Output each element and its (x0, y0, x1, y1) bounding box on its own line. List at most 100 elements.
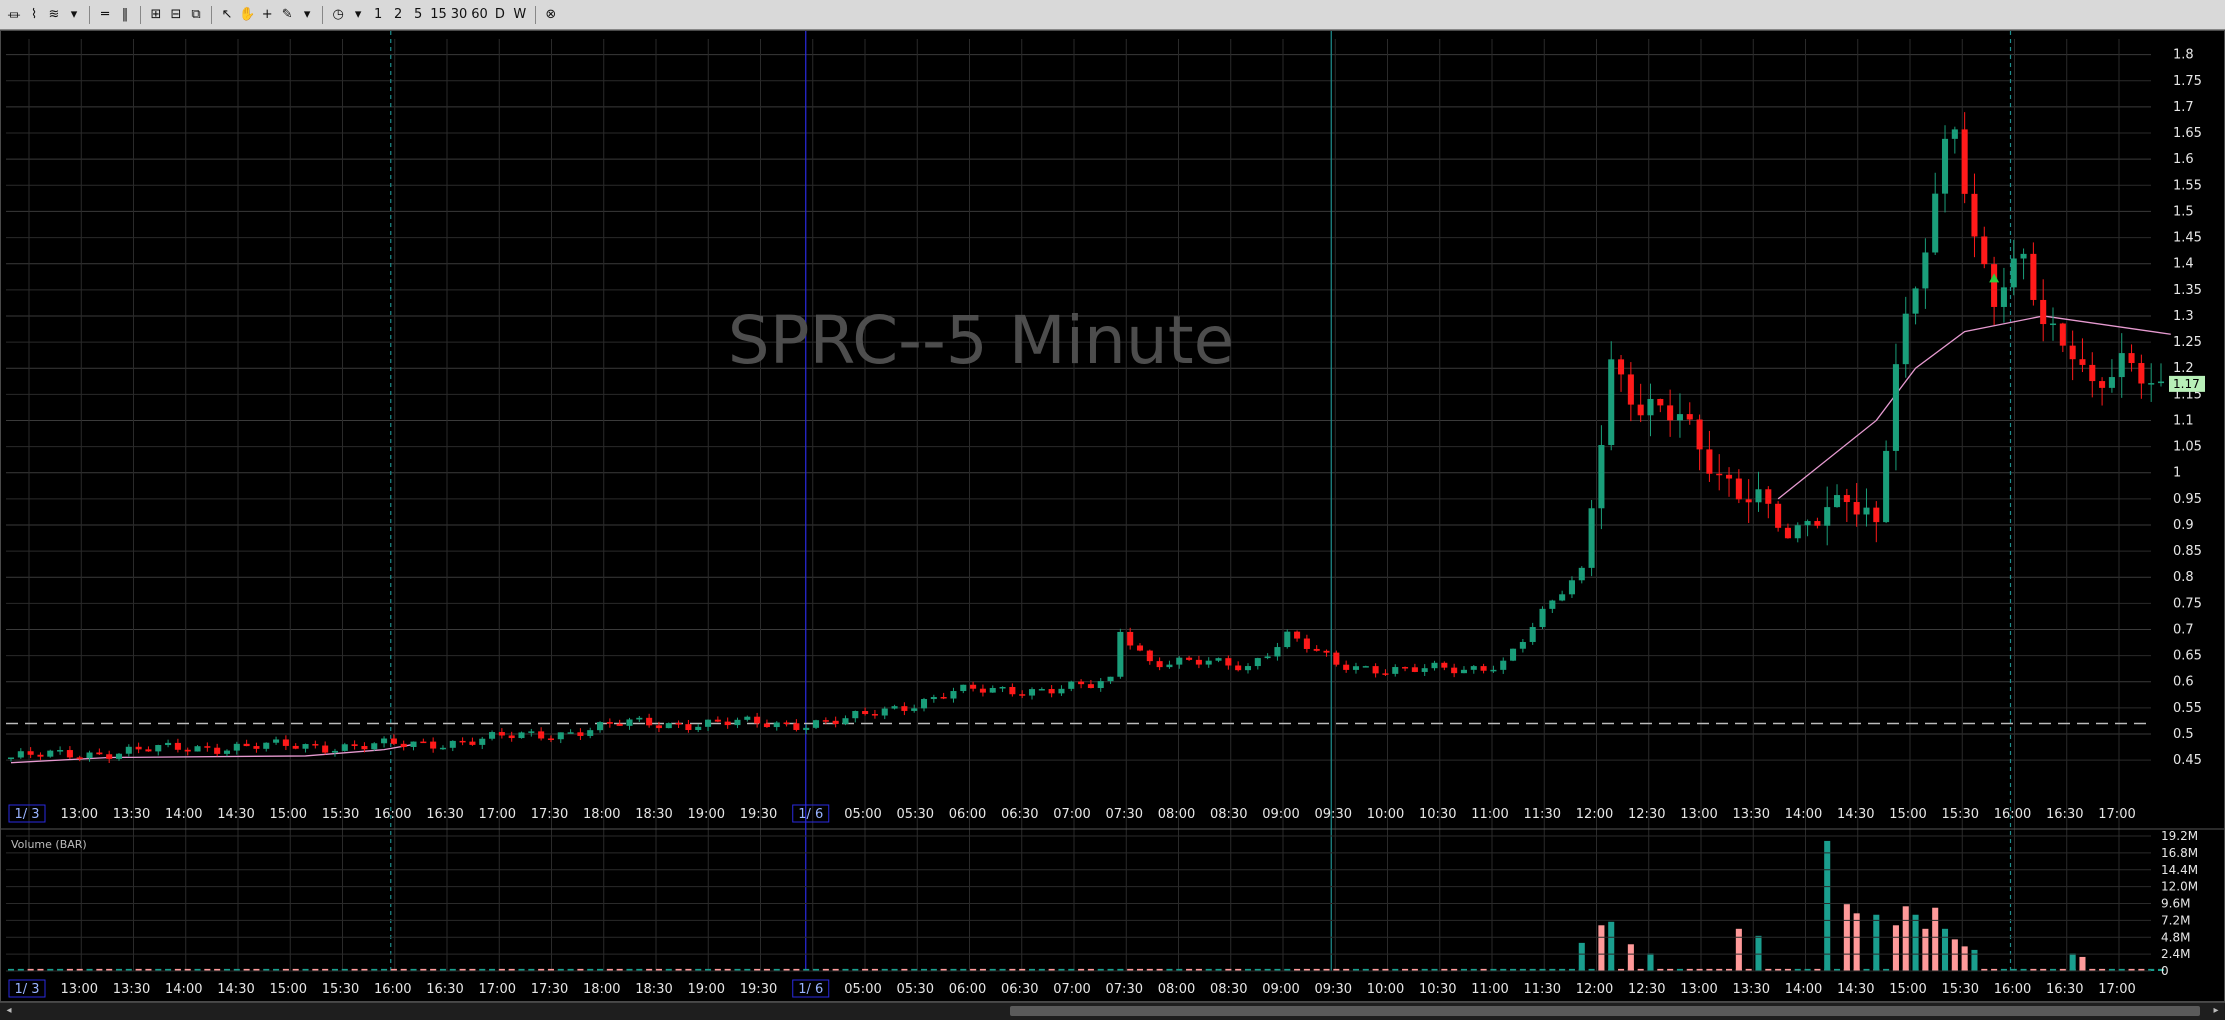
dropdown-arrow-icon[interactable]: ▾ (303, 7, 311, 22)
volume-bar (1991, 968, 1998, 971)
volume-bar (862, 968, 869, 971)
clock-icon[interactable]: ◷ (332, 7, 344, 22)
interval-daily[interactable]: D (494, 7, 505, 22)
volume-bar (1755, 935, 1762, 971)
vertical-lines-icon[interactable]: ‖ (121, 7, 129, 22)
candle (1127, 631, 1134, 646)
candle (950, 691, 957, 699)
volume-bar (2069, 953, 2076, 971)
time-tick-label: 13:00 (61, 807, 98, 822)
candle (979, 688, 986, 693)
candle (1765, 489, 1772, 504)
candle (115, 753, 123, 759)
volume-bar (577, 968, 584, 971)
scroll-thumb[interactable] (1010, 1006, 2200, 1016)
volume-bar (1136, 968, 1144, 971)
volume-bar (1932, 907, 1939, 971)
volume-bar (204, 968, 211, 971)
time-tick-label: 14:30 (217, 807, 254, 822)
candle (1146, 650, 1153, 662)
interval-5[interactable]: 5 (414, 7, 423, 22)
dropdown-arrow-icon[interactable]: ▾ (354, 7, 362, 22)
time-tick-label: 07:30 (1106, 982, 1143, 997)
last-price-label: 1.17 (2173, 377, 2200, 391)
volume-bar (871, 968, 878, 971)
time-tick-label: 17:00 (479, 807, 516, 822)
time-tick-label: 15:30 (322, 807, 359, 822)
draw-tools-icon[interactable]: ⌇ (30, 7, 38, 22)
volume-bar (1824, 840, 1831, 971)
candle (322, 745, 329, 753)
interval-60[interactable]: 60 (471, 7, 488, 22)
candle (1235, 665, 1242, 671)
volume-bar (2040, 968, 2047, 971)
close-circle-icon[interactable]: ⊗ (545, 7, 557, 22)
volume-bar (606, 968, 613, 971)
volume-bar (1470, 968, 1477, 971)
candle (930, 697, 937, 700)
candle (2079, 359, 2086, 365)
interval-1[interactable]: 1 (374, 7, 383, 22)
price-tick-label: 0.9 (2173, 518, 2194, 533)
volume-bar (1421, 968, 1428, 971)
crosshair-icon[interactable]: + (261, 7, 273, 22)
interval-30[interactable]: 30 (450, 7, 468, 22)
time-tick-label: 09:30 (1315, 807, 1352, 822)
indicator-icon[interactable]: ≋ (48, 7, 60, 22)
volume-bar (665, 968, 672, 971)
volume-bar (1254, 968, 1261, 971)
candle (1352, 666, 1360, 670)
volume-bar (2010, 968, 2017, 971)
cursor-icon[interactable]: ↖ (221, 7, 233, 22)
time-tick-label: 16:00 (374, 807, 411, 822)
candle (233, 743, 240, 751)
candlestick-chart[interactable]: SPRC--5 Minute 1.81.751.71.651.61.551.51… (1, 31, 2224, 1001)
price-tick-label: 0.6 (2173, 675, 2194, 690)
volume-bar (1274, 968, 1281, 971)
candle (685, 724, 692, 731)
time-tick-label: 16:00 (1994, 982, 2031, 997)
layout-grid-icon[interactable]: ⊞ (150, 7, 162, 22)
interval-2[interactable]: 2 (394, 7, 403, 22)
volume-bar (1343, 968, 1350, 971)
volume-bar (1578, 942, 1585, 971)
candle (1087, 684, 1094, 689)
volume-bar (2059, 968, 2066, 971)
candle (7, 757, 15, 759)
price-tick-label: 1.5 (2173, 204, 2194, 219)
candle (1598, 445, 1605, 509)
candle (106, 754, 113, 759)
chart-type-icon[interactable]: ⏛ (7, 9, 21, 24)
candle (940, 697, 947, 699)
candle (430, 741, 437, 749)
layout-cascade-icon[interactable]: ⧉ (191, 7, 201, 22)
pencil-icon[interactable]: ✎ (281, 7, 293, 22)
price-tick-label: 1.75 (2173, 74, 2202, 89)
hand-icon[interactable]: ✋ (239, 7, 256, 22)
horizontal-scrollbar[interactable]: ◂ ▸ (0, 1002, 2225, 1020)
candle (852, 711, 859, 719)
dropdown-arrow-icon[interactable]: ▾ (70, 7, 78, 22)
scroll-right-arrow-icon[interactable]: ▸ (2213, 1005, 2219, 1016)
volume-bar (273, 968, 280, 971)
price-tick-label: 1.05 (2173, 440, 2202, 455)
time-tick-label: 08:00 (1158, 807, 1195, 822)
time-tick-label: 17:00 (479, 982, 516, 997)
scroll-left-arrow-icon[interactable]: ◂ (6, 1005, 12, 1016)
interval-weekly[interactable]: W (513, 7, 527, 22)
volume-bar (1804, 968, 1811, 971)
candle (1431, 662, 1438, 669)
interval-15[interactable]: 15 (430, 7, 447, 22)
volume-bar (1225, 968, 1232, 971)
layout-split-icon[interactable]: ⊟ (170, 7, 182, 22)
time-tick-label: 16:30 (2046, 807, 2083, 822)
candle (754, 716, 761, 724)
price-tick-label: 0.8 (2173, 570, 2194, 585)
candle (970, 684, 977, 689)
price-tick-label: 1.55 (2173, 178, 2202, 193)
candle (125, 746, 132, 754)
volume-bar (1127, 968, 1134, 971)
volume-bar (557, 968, 564, 971)
candle (822, 720, 829, 722)
horizontal-lines-icon[interactable]: ═ (101, 7, 109, 22)
